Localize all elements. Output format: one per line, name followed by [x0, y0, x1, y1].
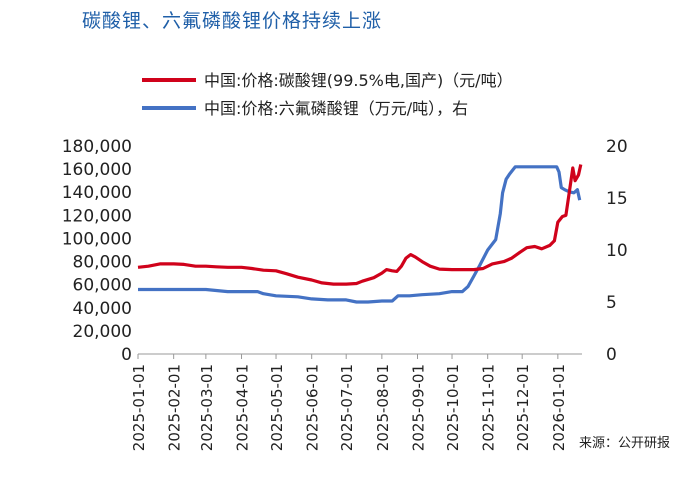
y-left-tick-label: 20,000 [73, 322, 132, 342]
legend: 中国:价格:碳酸锂(99.5%电,国产)（元/吨） 中国:价格:六氟磷酸锂（万元… [142, 71, 513, 118]
series-line-lipf6 [138, 165, 582, 304]
x-tick-label: 2025-10-01 [444, 364, 462, 451]
chart-title: 碳酸锂、六氟磷酸锂价格持续上涨 [82, 10, 383, 32]
y-right-tick-label: 20 [606, 137, 628, 157]
x-tick-label: 2025-01-01 [130, 364, 148, 451]
series-layer [137, 164, 583, 304]
y-left-tick-label: 120,000 [62, 206, 132, 226]
y-left-tick-label: 160,000 [62, 160, 132, 180]
y-left-tick-label: 60,000 [73, 276, 132, 296]
x-tick-label: 2026-01-01 [550, 364, 568, 451]
y-left-tick-label: 80,000 [73, 253, 132, 273]
y-left-tick-label: 180,000 [62, 137, 132, 157]
y-left-tick-label: 0 [121, 345, 132, 365]
x-tick-label: 2025-11-01 [480, 364, 498, 451]
x-tick-label: 2025-04-01 [234, 364, 252, 451]
x-tick-label: 2025-07-01 [338, 364, 356, 451]
y-left-tick-label: 140,000 [62, 183, 132, 203]
x-tick-label: 2025-03-01 [198, 364, 216, 451]
source-note: 来源：公开研报 [578, 436, 670, 451]
y-left-tick-label: 100,000 [62, 229, 132, 249]
series-line-lithium-carbonate [137, 164, 583, 286]
y-left-tick-label: 40,000 [73, 299, 132, 319]
y-right-tick-label: 5 [606, 293, 617, 313]
x-tick-label: 2025-08-01 [374, 364, 392, 451]
x-tick-label: 2025-12-01 [514, 364, 532, 451]
y-right-tick-label: 10 [606, 241, 628, 261]
x-tick-label: 2025-02-01 [166, 364, 184, 451]
legend-label-lipf6: 中国:价格:六氟磷酸锂（万元/吨），右 [204, 99, 468, 118]
x-tick-label: 2025-09-01 [410, 364, 428, 451]
x-tick-label: 2025-06-01 [304, 364, 322, 451]
y-right-tick-label: 15 [606, 189, 628, 209]
y-right-tick-label: 0 [606, 345, 617, 365]
x-tick-label: 2025-05-01 [268, 364, 286, 451]
legend-label-lithium-carbonate: 中国:价格:碳酸锂(99.5%电,国产)（元/吨） [204, 71, 513, 90]
axes: 0 20,000 40,000 60,000 80,000 100,000 120,000 1… [62, 137, 628, 451]
